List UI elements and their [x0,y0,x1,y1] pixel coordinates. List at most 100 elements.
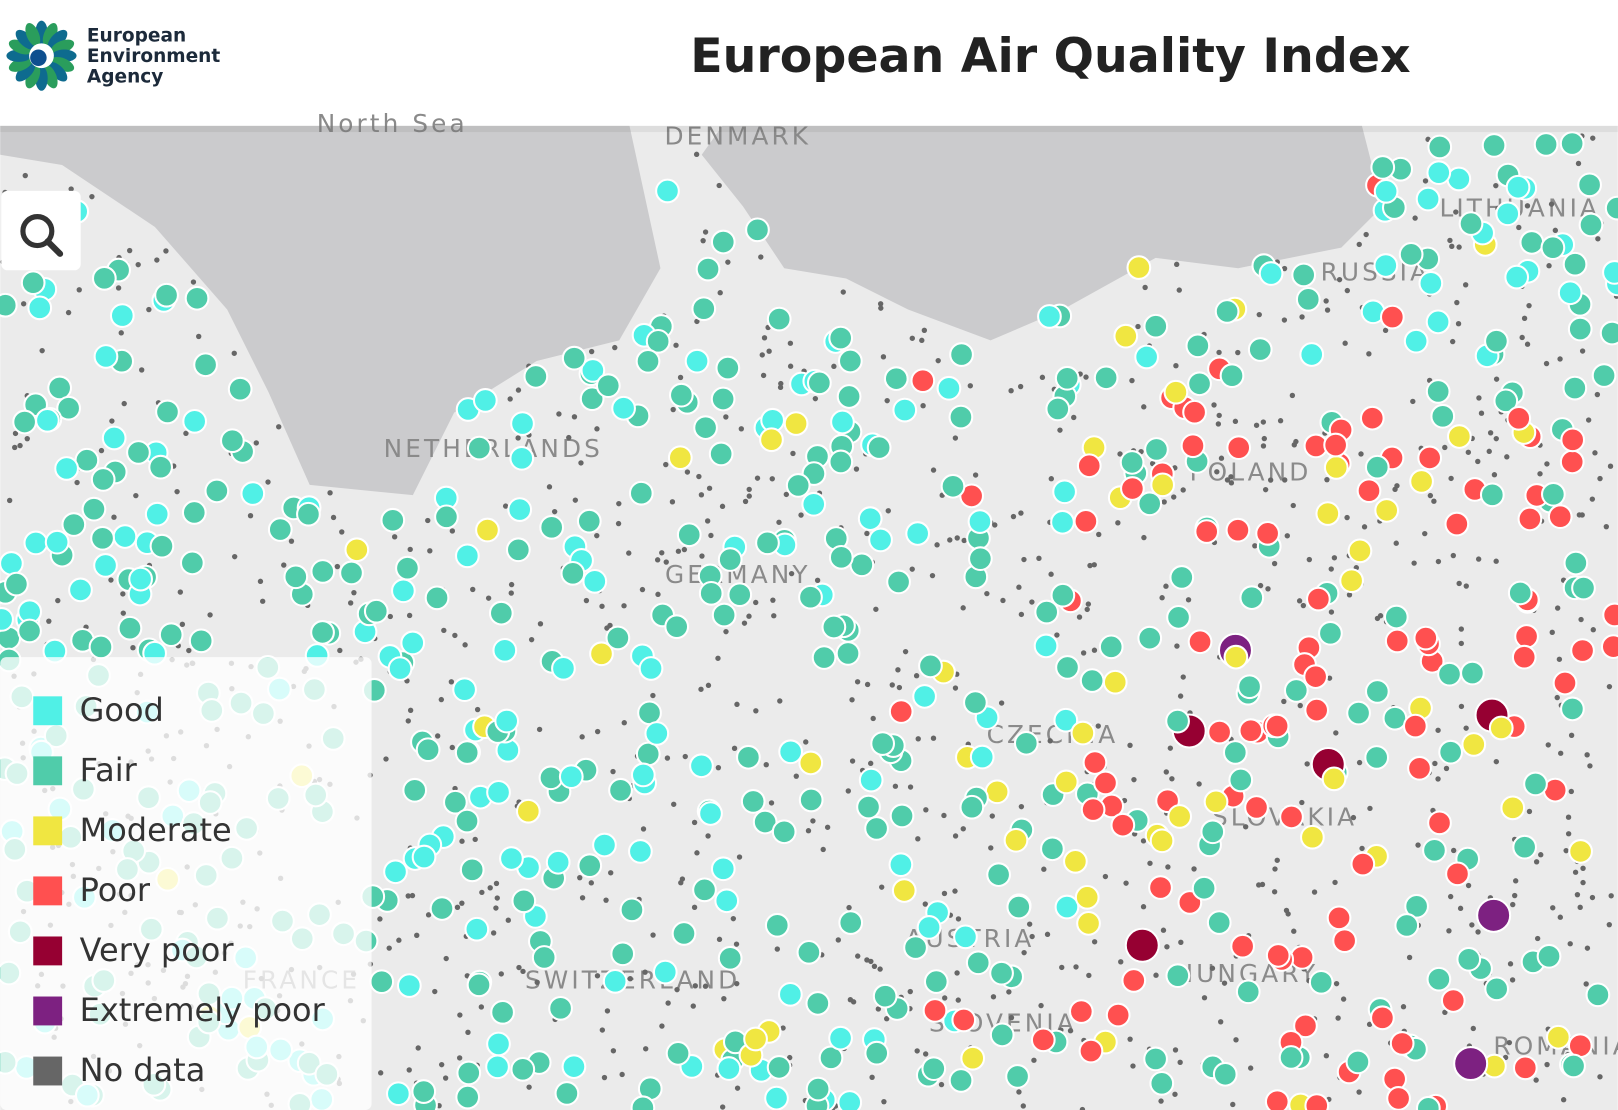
station[interactable] [1427,134,1453,160]
station[interactable] [68,577,93,603]
station[interactable] [126,440,151,465]
station[interactable] [1425,379,1451,404]
station[interactable] [835,641,861,666]
station[interactable] [219,428,245,454]
station[interactable] [485,1054,510,1080]
station[interactable] [889,803,915,829]
station[interactable] [1102,669,1128,695]
station[interactable] [1413,625,1439,651]
station[interactable] [764,1085,789,1110]
station[interactable] [486,1031,511,1057]
station[interactable] [1460,660,1485,686]
station[interactable] [1567,1033,1593,1059]
station[interactable] [752,809,778,835]
station[interactable] [923,969,949,994]
station[interactable] [545,849,571,875]
station[interactable] [1167,804,1193,829]
station[interactable] [759,427,784,453]
station[interactable] [515,798,541,824]
station[interactable] [101,425,127,451]
station[interactable] [93,344,119,369]
station[interactable] [1453,1046,1489,1082]
station[interactable] [0,551,24,576]
station[interactable] [1440,988,1466,1013]
station[interactable] [1191,875,1217,901]
station[interactable] [1082,750,1108,775]
station[interactable] [828,544,854,570]
station[interactable] [1304,1093,1330,1110]
station[interactable] [363,598,389,624]
station[interactable] [1323,432,1349,458]
station[interactable] [20,270,46,296]
station[interactable] [1540,235,1566,261]
station[interactable] [531,945,557,970]
station[interactable] [1602,260,1618,285]
station[interactable] [960,1045,986,1071]
station[interactable] [188,628,214,654]
station[interactable] [128,566,153,592]
station[interactable] [411,844,437,870]
station[interactable] [283,564,309,590]
station[interactable] [1476,897,1512,933]
station[interactable] [1187,629,1213,655]
station[interactable] [1006,894,1032,920]
station[interactable] [1561,1053,1586,1079]
station[interactable] [1374,498,1400,523]
station[interactable] [1604,195,1618,221]
station[interactable] [888,852,914,878]
station[interactable] [88,634,114,660]
search-box[interactable] [1,190,81,271]
station[interactable] [1540,481,1566,507]
station[interactable] [90,467,116,492]
station[interactable] [830,409,855,435]
station[interactable] [454,808,480,834]
station[interactable] [963,690,988,715]
station[interactable] [1519,230,1545,255]
station[interactable] [716,1056,742,1081]
station[interactable] [1052,479,1077,505]
station[interactable] [1591,363,1617,388]
station[interactable] [1003,827,1029,853]
station[interactable] [424,585,450,611]
station[interactable] [644,721,670,746]
station[interactable] [1370,1005,1395,1031]
station[interactable] [1559,449,1585,475]
station[interactable] [953,924,978,950]
station[interactable] [796,939,822,965]
station[interactable] [619,897,645,923]
station[interactable] [1458,211,1484,236]
station[interactable] [1187,371,1212,397]
station[interactable] [1239,585,1265,611]
station[interactable] [708,441,734,467]
station[interactable] [1444,511,1470,537]
station[interactable] [538,765,564,791]
station[interactable] [693,415,718,441]
station[interactable] [369,969,395,995]
station[interactable] [828,1025,853,1051]
station[interactable] [494,708,520,734]
station[interactable] [1206,910,1232,935]
station[interactable] [1578,212,1604,238]
station[interactable] [109,303,135,328]
station[interactable] [1568,839,1593,864]
station[interactable] [1456,946,1482,972]
station[interactable] [592,832,617,858]
station[interactable] [1293,1013,1318,1039]
station[interactable] [771,819,797,845]
station[interactable] [1318,620,1343,646]
station[interactable] [1182,399,1207,425]
station[interactable] [948,404,974,430]
station[interactable] [1078,1038,1104,1064]
station[interactable] [717,547,743,572]
station[interactable] [1050,509,1075,535]
station[interactable] [1126,255,1152,280]
station[interactable] [182,408,208,434]
station[interactable] [1180,433,1206,459]
station[interactable] [1364,454,1390,480]
station[interactable] [1415,186,1441,212]
station[interactable] [561,345,587,371]
station[interactable] [766,306,792,332]
station[interactable] [1169,565,1195,590]
station[interactable] [1383,604,1409,630]
station[interactable] [1200,819,1226,845]
